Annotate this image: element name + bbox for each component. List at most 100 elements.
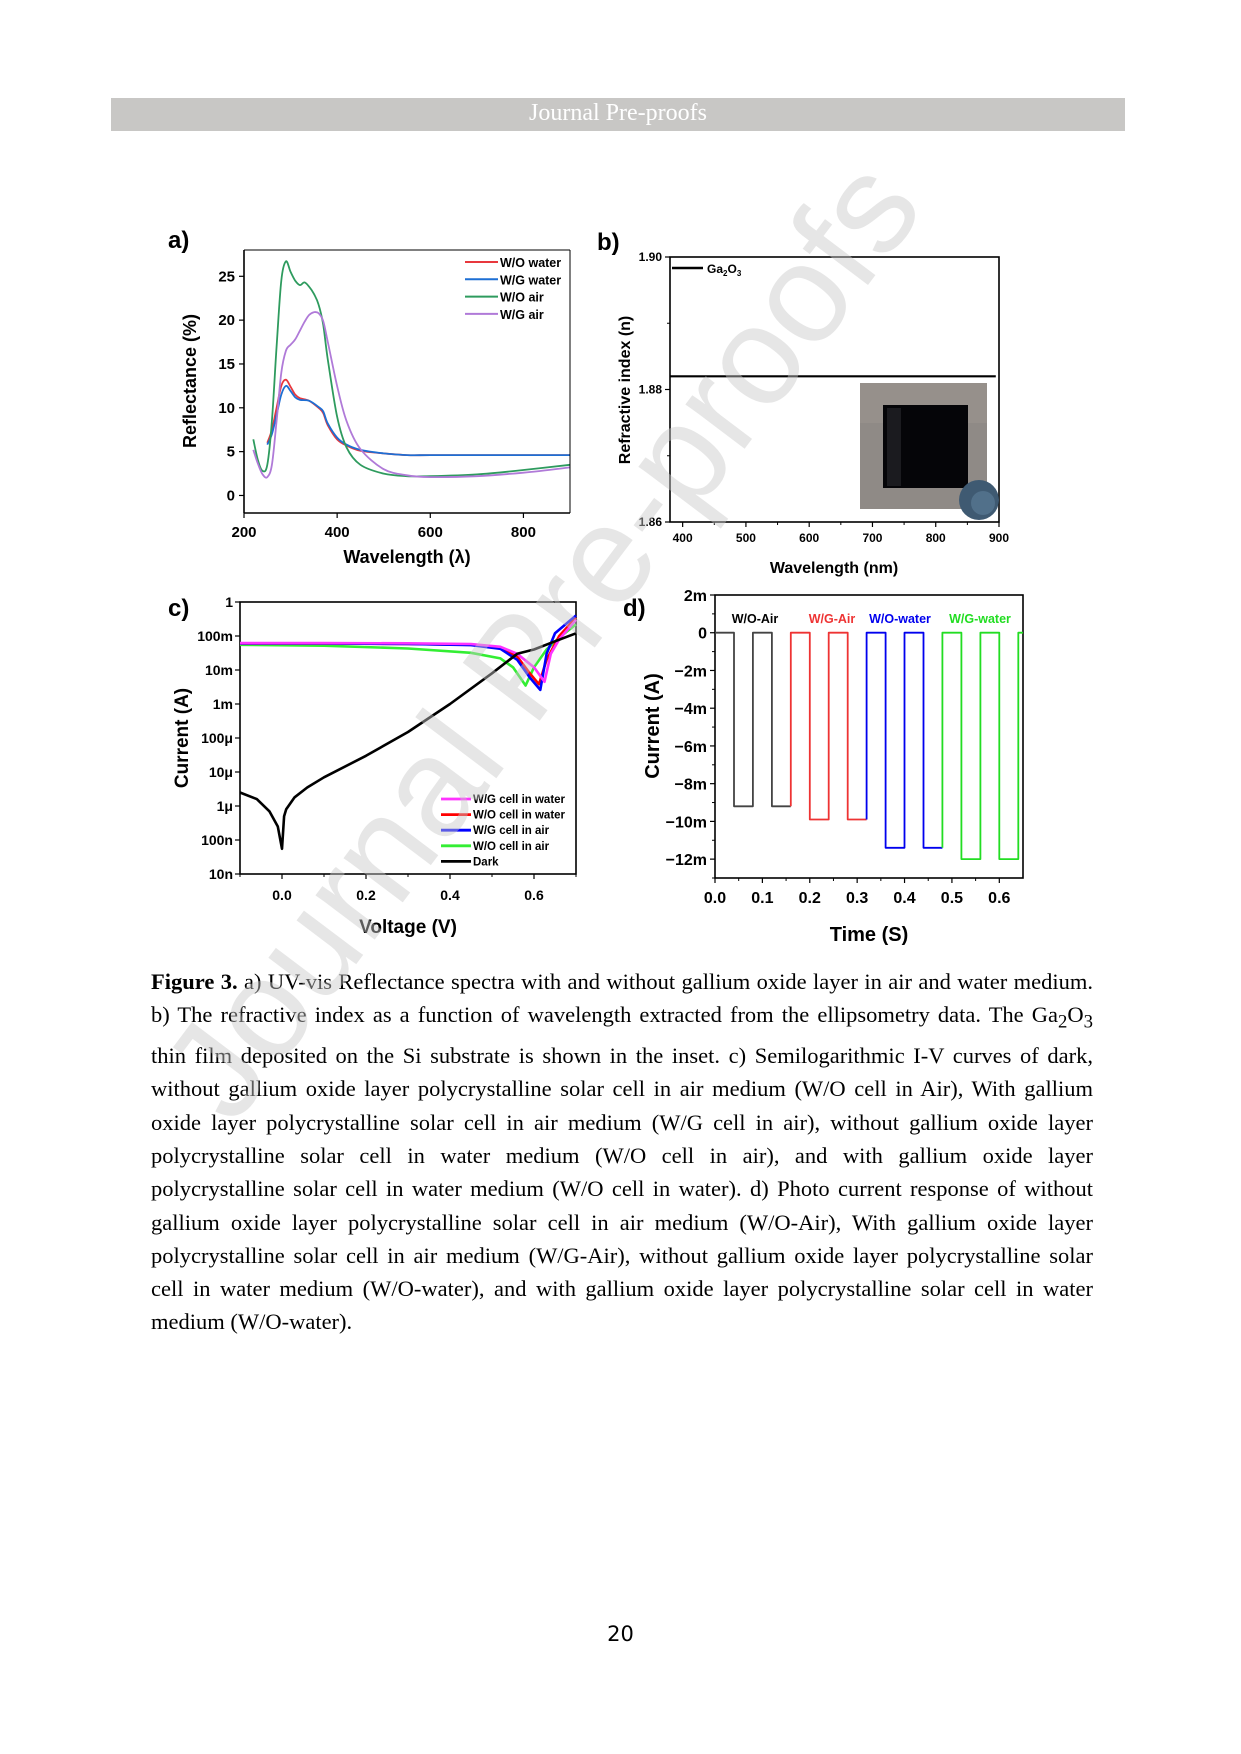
y-tick-label: 10μ <box>209 764 233 780</box>
y-tick-label: 100m <box>197 628 233 644</box>
panel-b-refractive-index-chart: b) 1.86 1.88 1.90 400 500 600 700 800 900 Ga2O3 W… <box>597 229 1009 577</box>
y-tick-label: 15 <box>218 356 235 373</box>
journal-header-title: Journal Pre-proofs <box>529 100 707 126</box>
y-tick-label: 0 <box>227 487 235 504</box>
y-tick-label: 20 <box>218 312 235 329</box>
legend-label: W/G air <box>500 308 544 322</box>
y-tick-label: 1.88 <box>639 383 663 397</box>
panel-d-plot-area: 2m 0 −2m −4m −6m −8m −10m −12m 0.0 0.1 0.2 0.3 0.4 0.… <box>666 588 1024 907</box>
y-tick-label: 1.86 <box>639 515 663 529</box>
series-line-w-o-water <box>266 378 570 457</box>
inset-photo-tweezers-shine <box>971 491 995 515</box>
y-tick-label: −8m <box>675 777 707 794</box>
panel-d-axes-frame <box>714 594 1024 879</box>
figure-caption: Figure 3. a) UV-vis Reflectance spectra … <box>151 965 1093 1339</box>
y-tick-label: 5 <box>227 444 235 461</box>
caption-subscript-2: 2 <box>1058 1011 1068 1033</box>
y-tick-label: 2m <box>684 588 707 605</box>
caption-figure-label: Figure 3. <box>151 969 238 994</box>
x-tick-label: 0.3 <box>846 890 868 907</box>
inset-photo-wafer-reflection <box>887 408 901 486</box>
y-tick-label: 0 <box>698 626 707 643</box>
caption-text-part-1: a) UV-vis Reflectance spectra with and w… <box>151 969 1093 1028</box>
panel-d-y-axis-label: Current (A) <box>642 673 664 779</box>
x-tick-label: 0.0 <box>272 887 292 903</box>
x-tick-label: 0.5 <box>941 890 963 907</box>
series-line-w-g-water <box>941 631 1023 860</box>
x-tick-label: 400 <box>325 524 350 541</box>
panel-d-label: d) <box>623 595 646 622</box>
legend-subscript: 3 <box>737 269 742 278</box>
y-tick-label: 100n <box>201 832 233 848</box>
series-label-w-g-air: W/G-Air <box>809 612 856 626</box>
y-tick-label: −4m <box>675 701 707 718</box>
x-tick-label: 0.0 <box>704 890 726 907</box>
series-line-w-o-air <box>715 631 791 808</box>
panel-a-x-axis-label: Wavelength (λ) <box>343 547 470 567</box>
series-line-w-g-air <box>252 311 571 479</box>
y-tick-label: 10m <box>205 662 233 678</box>
series-label-w-g-water: W/G-water <box>949 612 1011 626</box>
inset-photo-ga2o3-film <box>860 383 999 520</box>
x-tick-label: 0.4 <box>440 887 460 903</box>
journal-header-bar: Journal Pre-proofs <box>111 98 1125 131</box>
y-tick-label: 1m <box>213 696 233 712</box>
series-line-dark <box>239 632 577 851</box>
x-tick-label: 800 <box>511 524 536 541</box>
panel-c-plot-area: 10n 100n 1μ 10μ 100μ 1m 10m 100m 1 0.0 0.2 0.4 0.6 W/… <box>197 594 577 903</box>
panel-a-reflectance-chart: a) 0 5 10 15 20 25 200 400 600 800 W/O water W/G wa… <box>168 227 571 567</box>
legend-label: W/O cell in water <box>473 810 566 822</box>
legend-text: Ga <box>707 262 723 276</box>
x-tick-label: 400 <box>673 531 693 545</box>
x-tick-label: 800 <box>926 531 946 545</box>
x-tick-label: 900 <box>989 531 1009 545</box>
y-tick-label: 1.90 <box>639 250 663 264</box>
caption-subscript-3: 3 <box>1083 1011 1093 1033</box>
panel-c-y-axis-label: Current (A) <box>172 688 193 788</box>
panel-c-iv-curve-chart: c) 10n 100n 1μ 10μ 100μ 1m 10m 100m 1 0.0 0.2 0.4 0.… <box>168 594 577 938</box>
y-tick-label: 100μ <box>201 730 233 746</box>
panel-c-x-axis-label: Voltage (V) <box>359 917 457 938</box>
x-tick-label: 600 <box>799 531 819 545</box>
x-tick-label: 0.2 <box>799 890 821 907</box>
legend-label: Dark <box>473 856 499 868</box>
panel-a-plot-area: 0 5 10 15 20 25 200 400 600 800 W/O water W/G water… <box>218 249 571 541</box>
series-label-w-o-air: W/O-Air <box>732 612 779 626</box>
panel-d-x-axis-label: Time (S) <box>830 924 909 946</box>
series-line-w-o-cell-in-air <box>239 623 577 687</box>
series-line-w-o-air <box>252 260 571 478</box>
page-number: 20 <box>607 1622 634 1646</box>
y-tick-label: 1μ <box>217 798 233 814</box>
legend-label: W/O air <box>500 291 544 305</box>
y-tick-label: −2m <box>675 663 707 680</box>
x-tick-label: 600 <box>418 524 443 541</box>
x-tick-label: 0.1 <box>751 890 773 907</box>
legend-label: W/G cell in water <box>473 794 566 806</box>
y-tick-label: −6m <box>675 739 707 756</box>
x-tick-label: 700 <box>862 531 882 545</box>
series-line-w-g-water <box>266 384 570 457</box>
x-tick-label: 500 <box>736 531 756 545</box>
legend-text: O <box>727 262 736 276</box>
y-tick-label: 10n <box>209 866 233 882</box>
panel-c-label: c) <box>168 595 189 622</box>
y-tick-label: −10m <box>666 814 707 831</box>
panel-a-y-axis-label: Reflectance (%) <box>180 314 200 448</box>
panel-b-x-axis-label: Wavelength (nm) <box>770 560 898 577</box>
y-tick-label: 1 <box>225 594 233 610</box>
legend-label: W/O water <box>500 256 561 270</box>
series-label-w-o-water: W/O-water <box>869 612 931 626</box>
x-tick-label: 0.6 <box>988 890 1010 907</box>
panel-a-label: a) <box>168 227 189 254</box>
legend-label: W/G cell in air <box>473 825 550 837</box>
series-line-w-o-water <box>865 631 943 849</box>
panel-b-label: b) <box>597 229 620 256</box>
panel-d-photocurrent-chart: d) 2m 0 −2m −4m −6m −8m −10m −12m 0.0 0.1 0.2 0.3 0.… <box>623 588 1024 946</box>
x-tick-label: 0.4 <box>893 890 915 907</box>
caption-text-part-3: thin film deposited on the Si substrate … <box>151 1043 1093 1335</box>
legend-label: W/O cell in air <box>473 841 550 853</box>
series-line-w-g-air <box>789 631 867 821</box>
y-tick-label: 25 <box>218 268 235 285</box>
y-tick-label: −12m <box>666 852 707 869</box>
